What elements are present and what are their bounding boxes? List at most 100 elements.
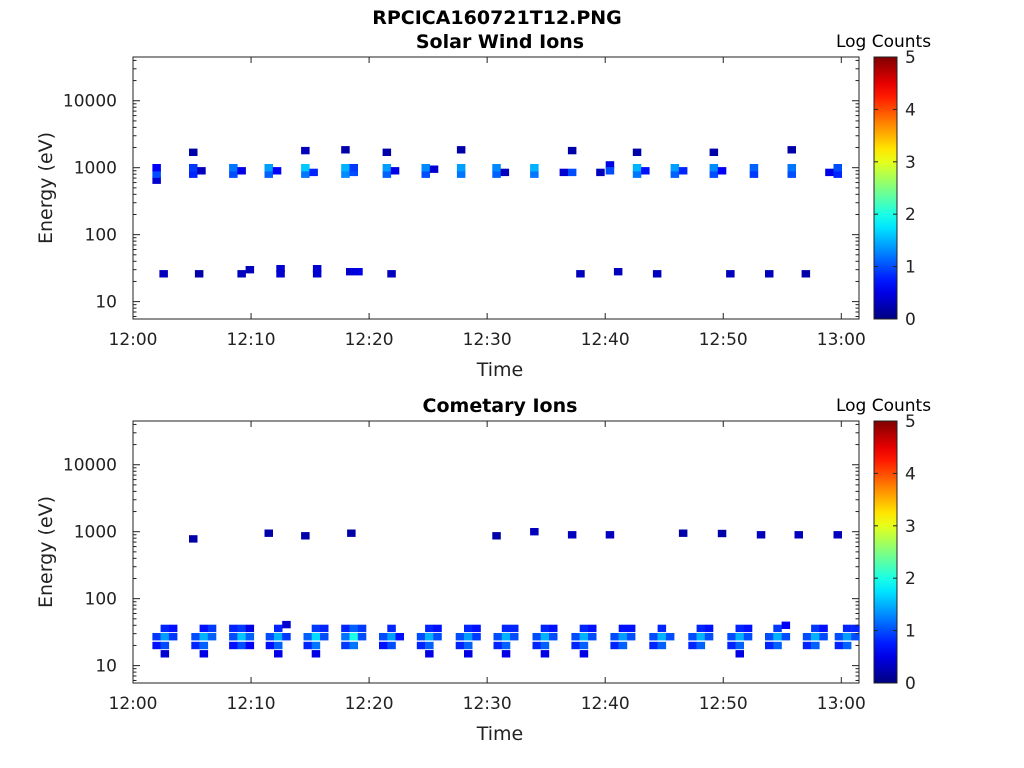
heatmap-cell [341,164,350,172]
heatmap-cell [160,624,170,633]
y-tick-label: 10000 [63,92,117,112]
heatmap-cell [425,641,434,650]
heatmap-cell [649,641,658,650]
heatmap-cell [301,532,310,540]
heatmap-cell [588,624,597,633]
heatmap-cell [168,633,178,641]
colorbar-label: Log Counts [836,32,931,52]
heatmap-cell [834,641,844,650]
heatmap-cell [696,641,706,650]
heatmap-cell [743,624,753,633]
heatmap-cell [688,633,697,641]
heatmap-cell [765,270,774,278]
heatmap-cell [811,624,820,633]
heatmap-cell [301,170,310,178]
y-tick-label: 100 [85,590,117,610]
heatmap-cell [387,624,396,633]
heatmap-cell [455,633,465,641]
heatmap-cell [532,633,541,641]
heatmap-cell [357,624,367,633]
colorbar-tick-label: 2 [905,569,916,589]
heatmap-cell [245,633,255,641]
heatmap-cell [649,633,658,641]
heatmap-cell [610,633,619,641]
heatmap-cell [341,641,350,650]
heatmap-cell [626,633,636,641]
heatmap-cell [349,168,358,177]
heatmap-cell [433,624,442,633]
heatmap-cell [530,170,539,178]
x-tick-label: 13:00 [817,694,866,714]
heatmap-cell [500,168,510,177]
heatmap-cell [833,170,842,178]
heatmap-cell [429,165,439,173]
heatmap-cell [540,633,550,641]
heatmap-cell [311,624,321,633]
heatmap-cell [425,633,434,641]
heatmap-cell [726,270,735,278]
heatmap-cell [237,633,246,641]
heatmap-cell [237,641,246,650]
colorbar-tick-label: 5 [905,48,916,68]
heatmap-cell [382,164,392,172]
heatmap-cell [665,633,675,641]
heatmap-cell [237,624,246,633]
heatmap-cell [717,167,727,175]
heatmap-cell [842,624,852,633]
y-tick-label: 100 [85,226,117,246]
heatmap-cell [749,170,759,178]
heatmap-cell [303,633,312,641]
heatmap-cell [618,633,628,641]
heatmap-cell [282,620,291,629]
heatmap-cell [472,633,481,641]
heatmap-cell [311,633,321,641]
heatmap-cell [501,641,511,650]
heatmap-cell [456,164,466,172]
heatmap-cell [152,170,161,178]
heatmap-cell [191,633,200,641]
colorbar-tick-label: 2 [905,205,916,225]
heatmap-cell [168,624,178,633]
heatmap-cell [765,641,774,650]
heatmap-cell [152,164,161,172]
heatmap-cell [264,164,273,172]
heatmap-cell [312,270,322,278]
heatmap-cell [773,641,782,650]
y-tick-label: 10000 [63,456,117,476]
heatmap-cell [492,170,501,178]
heatmap-cell [735,641,744,650]
heatmap-cell [390,167,400,175]
heatmap-cell [421,164,430,172]
x-tick-label: 12:30 [463,694,512,714]
heatmap-cell [464,641,473,650]
x-tick-label: 13:00 [817,330,866,350]
heatmap-cell [717,529,727,538]
heatmap-cell [301,164,310,172]
heatmap-cell [787,146,796,154]
heatmap-cell [709,148,719,156]
heatmap-cell [456,146,466,154]
heatmap-cell [510,624,519,633]
heatmap-cell [567,146,577,155]
heatmap-cell [265,633,275,641]
heatmap-cell [549,633,558,641]
heatmap-cell [530,528,539,536]
heatmap-cell [395,633,404,641]
heatmap-cell [678,167,688,175]
heatmap-cell [605,531,615,539]
heatmap-cell [756,531,766,539]
heatmap-cell [320,633,329,641]
heatmap-cell [567,168,577,177]
heatmap-cell [199,650,209,658]
heatmap-cell [152,633,161,641]
heatmap-cell [819,633,828,641]
heatmap-cell [540,624,550,633]
heatmap-cell [152,641,161,650]
y-axis-label: Energy (eV) [35,132,57,244]
heatmap-cell [320,624,329,633]
heatmap-cell [237,167,246,175]
colorbar-tick-label: 3 [905,517,916,537]
heatmap-cell [191,641,200,650]
heatmap-cell [274,650,283,658]
y-tick-label: 10 [95,293,117,313]
